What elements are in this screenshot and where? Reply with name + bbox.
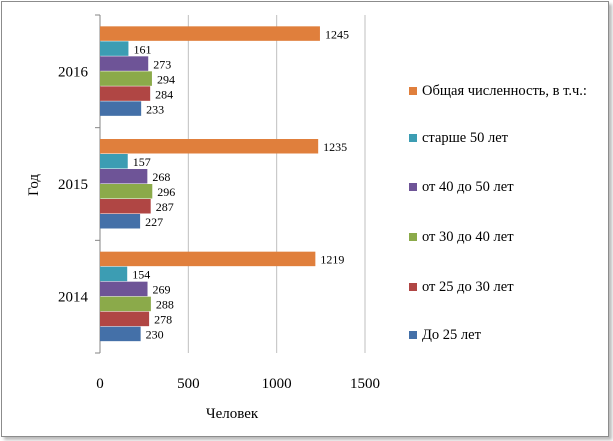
legend-swatch: [409, 134, 417, 142]
legend-item: До 25 лет: [405, 324, 602, 346]
legend-item: от 25 до 30 лет: [405, 276, 602, 298]
bar: [100, 56, 149, 71]
x-tick-label: 1000: [262, 376, 292, 392]
bar: [100, 311, 150, 327]
bar: [100, 26, 320, 41]
legend-swatch: [409, 233, 417, 241]
data-label: 287: [156, 200, 174, 214]
bar: [100, 169, 148, 184]
legend-label: от 25 до 30 лет: [422, 279, 514, 295]
data-label: 161: [133, 42, 151, 56]
data-label: 230: [146, 328, 164, 342]
legend-label: До 25 лет: [422, 327, 481, 343]
data-label: 227: [145, 215, 163, 229]
legend-item: старше 50 лет: [405, 127, 602, 149]
bar: [100, 184, 153, 199]
bar: [100, 41, 129, 56]
data-label: 284: [155, 87, 173, 101]
bar: [100, 199, 151, 214]
bar: [100, 86, 151, 101]
bar: [100, 281, 148, 297]
x-axis-label: Человек: [206, 406, 259, 422]
data-label: 294: [157, 72, 175, 86]
bar: [100, 326, 141, 342]
data-label: 296: [157, 185, 175, 199]
y-tick-label: 2014: [58, 290, 89, 306]
data-label: 288: [156, 298, 174, 312]
y-tick-label: 2016: [58, 64, 89, 80]
bar: [100, 266, 128, 282]
legend-swatch: [409, 183, 417, 191]
data-label: 269: [153, 283, 171, 297]
data-label: 278: [154, 313, 172, 327]
data-label: 154: [132, 268, 150, 282]
x-tick-label: 500: [177, 376, 200, 392]
data-label: 268: [152, 170, 170, 184]
data-label: 273: [153, 57, 171, 71]
legend-swatch: [409, 331, 417, 339]
bar: [100, 139, 319, 154]
legend-label: Общая численность, в т.ч.:: [422, 83, 587, 99]
x-tick-label: 1500: [350, 376, 380, 392]
legend-item: от 30 до 40 лет: [405, 226, 602, 248]
data-label: 1219: [320, 253, 344, 267]
y-tick-label: 2015: [58, 177, 88, 193]
legend-label: от 30 до 40 лет: [422, 229, 514, 245]
bar: [100, 251, 316, 267]
legend-label: старше 50 лет: [422, 130, 508, 146]
legend-item: от 40 до 50 лет: [405, 176, 602, 198]
y-axis-label: Год: [26, 174, 42, 196]
legend-item: Общая численность, в т.ч.:: [405, 80, 602, 102]
legend-label: от 40 до 50 лет: [422, 179, 514, 195]
bar: [100, 214, 141, 229]
data-label: 233: [146, 102, 164, 116]
bar: [100, 296, 151, 312]
bar: [100, 71, 152, 86]
data-label: 1245: [325, 27, 349, 41]
bar: [100, 154, 128, 169]
data-label: 1235: [323, 140, 347, 154]
x-tick-label: 0: [96, 376, 104, 392]
data-label: 157: [133, 155, 151, 169]
legend-swatch: [409, 87, 417, 95]
bar: [100, 101, 142, 116]
legend-swatch: [409, 283, 417, 291]
